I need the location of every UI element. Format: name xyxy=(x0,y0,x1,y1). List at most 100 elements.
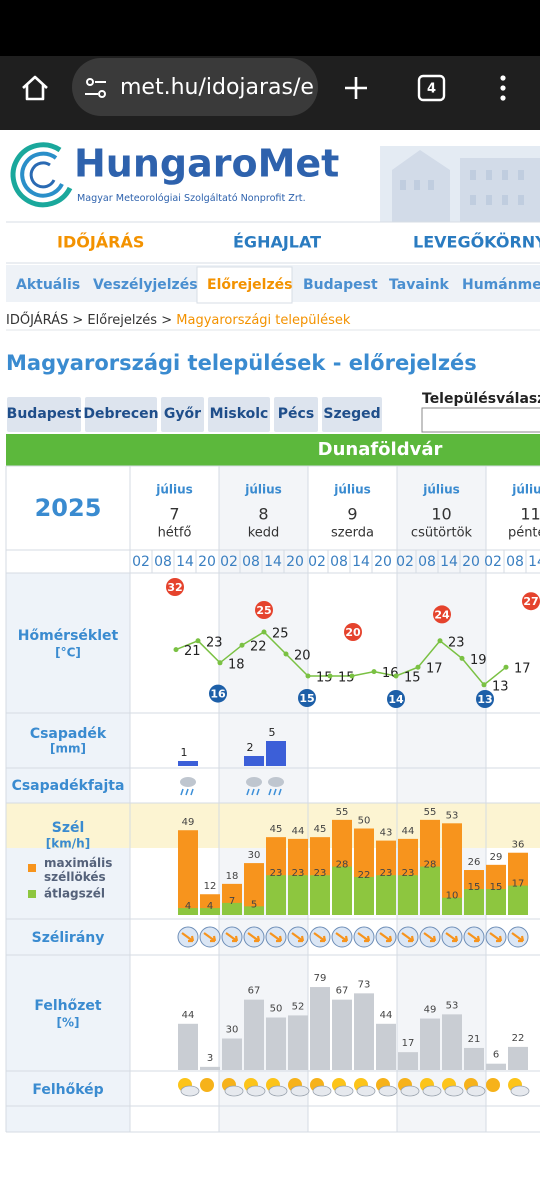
day-column xyxy=(130,466,219,1132)
legend-swatch xyxy=(28,890,36,898)
day-month: július xyxy=(333,483,371,497)
day-weekday: szerda xyxy=(331,526,374,541)
wind-gust-bar xyxy=(178,830,198,915)
wind-avg-bar xyxy=(354,876,374,915)
cloud-bar xyxy=(354,993,374,1070)
city-button-label[interactable]: Szeged xyxy=(323,406,380,422)
wind-avg-bar xyxy=(464,889,484,915)
wind-gust-label: 36 xyxy=(512,840,525,851)
temperature-label: 18 xyxy=(228,657,245,672)
city-button-label[interactable]: Budapest xyxy=(7,406,82,422)
city-button-label[interactable]: Miskolc xyxy=(210,406,269,422)
city-button[interactable] xyxy=(274,397,318,432)
city-button-label[interactable]: Debrecen xyxy=(83,406,158,422)
precipitation-label: 5 xyxy=(269,726,276,739)
temperature-point xyxy=(327,673,333,679)
city-button[interactable] xyxy=(7,397,81,432)
subnav-item[interactable]: Budapest xyxy=(303,277,378,293)
wind-avg-label: 10 xyxy=(446,891,459,902)
min-temperature-label: 16 xyxy=(210,688,226,701)
wind-gust-label: 44 xyxy=(292,826,305,837)
date-label-cell xyxy=(6,466,130,573)
row-label: [km/h] xyxy=(46,837,90,851)
nav-item[interactable]: LEVEGŐKÖRNY xyxy=(413,232,540,252)
temperature-point xyxy=(195,638,201,644)
cloud-label: 67 xyxy=(248,986,261,997)
nav-item[interactable]: IDŐJÁRÁS xyxy=(57,232,144,252)
temperature-point xyxy=(481,682,487,688)
logo-mark xyxy=(10,142,73,208)
city-button-label[interactable]: Pécs xyxy=(278,406,314,422)
temperature-label: 17 xyxy=(514,662,531,677)
label-column xyxy=(6,466,130,1132)
wind-gust-label: 49 xyxy=(182,817,195,828)
wind-direction-arrow xyxy=(225,932,239,943)
cloud-label: 22 xyxy=(512,1033,525,1044)
tab-switcher[interactable] xyxy=(417,74,446,102)
wind-gust-label: 18 xyxy=(226,871,239,882)
hour-label: 14 xyxy=(352,554,370,570)
hour-label: 20 xyxy=(286,554,304,570)
cloud-pic-icon xyxy=(422,1085,442,1097)
wind-direction-arrow xyxy=(291,932,305,943)
new-tab-button[interactable] xyxy=(345,77,367,99)
wind-gust-label: 45 xyxy=(270,824,283,835)
wind-gust-label: 43 xyxy=(380,828,393,839)
settlement-input[interactable] xyxy=(421,407,540,433)
logo-text: HungaroMet xyxy=(74,142,339,186)
hour-label: 20 xyxy=(198,554,216,570)
cloud-pic-icon xyxy=(224,1085,244,1097)
max-temperature-badge xyxy=(255,601,273,619)
city-button[interactable] xyxy=(85,397,157,432)
cloud-bar xyxy=(376,1023,396,1070)
temperature-point xyxy=(239,642,245,648)
subnav-active-tab xyxy=(196,266,293,304)
precip-type-icon xyxy=(268,788,282,796)
city-button-label[interactable]: Győr xyxy=(164,406,201,422)
subnav-item[interactable]: Aktuális xyxy=(16,277,80,293)
hour-label: 02 xyxy=(396,554,414,570)
temperature-point xyxy=(261,629,267,635)
location-bar xyxy=(6,434,540,466)
hour-label: 02 xyxy=(132,554,150,570)
temperature-point xyxy=(415,664,421,670)
max-temperature-label: 25 xyxy=(256,604,271,617)
temperature-label: 23 xyxy=(206,635,223,650)
legend-label: maximális széllökés xyxy=(44,856,112,884)
wind-gust-label: 45 xyxy=(314,824,327,835)
subnav-item[interactable]: Előrejelzés xyxy=(207,277,292,293)
home-button[interactable] xyxy=(22,75,48,101)
max-temperature-badge xyxy=(522,592,540,611)
subnav-item[interactable]: Humánmete xyxy=(462,277,540,293)
wind-direction-arrow xyxy=(467,932,481,943)
day-weekday: péntek xyxy=(508,526,540,541)
cloud-label: 67 xyxy=(336,986,349,997)
city-button[interactable] xyxy=(208,397,270,432)
wind-avg-label: 23 xyxy=(314,868,327,879)
url-bar[interactable] xyxy=(72,58,318,116)
temperature-label: 21 xyxy=(184,644,201,659)
page-title: Magyarországi települések - előrejelzés xyxy=(6,351,477,375)
wind-avg-label: 15 xyxy=(468,882,481,893)
subnav-item[interactable]: Tavaink xyxy=(389,277,450,293)
breadcrumb-item[interactable]: Előrejelzés xyxy=(87,313,157,328)
wind-gust-label: 30 xyxy=(248,850,261,861)
cloud-pic-icon xyxy=(180,1085,200,1097)
day-number: 10 xyxy=(431,505,451,524)
hour-label: 20 xyxy=(374,554,392,570)
site-info-icon[interactable] xyxy=(85,78,106,98)
hour-label: 14 xyxy=(176,554,194,570)
min-temperature-label: 15 xyxy=(299,692,314,705)
breadcrumb-item[interactable]: IDŐJÁRÁS xyxy=(6,312,68,328)
city-button[interactable] xyxy=(322,397,382,432)
max-temperature-badge xyxy=(344,623,362,641)
temperature-label: 20 xyxy=(294,649,311,664)
subnav-item[interactable]: Veszélyjelzés xyxy=(93,277,198,293)
min-temperature-label: 13 xyxy=(477,693,492,706)
cloud-pic-icon xyxy=(510,1085,530,1097)
menu-button[interactable] xyxy=(500,75,506,101)
temperature-point xyxy=(459,655,465,661)
nav-item[interactable]: ÉGHAJLAT xyxy=(233,233,321,252)
city-button[interactable] xyxy=(161,397,204,432)
row-label: Hőmérséklet xyxy=(18,628,119,644)
